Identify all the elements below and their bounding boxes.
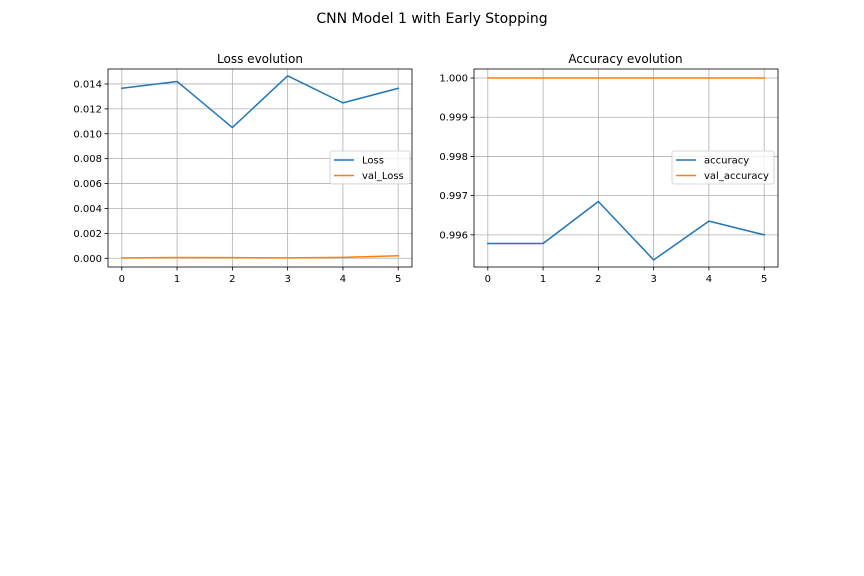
accuracy-ytick-label: 0.998 — [439, 152, 468, 163]
accuracy-subplot: Accuracy evolution 0 1 2 3 4 5 0.996 0.997 0.998… — [439, 52, 779, 285]
loss-subplot: Loss evolution 0 1 2 3 4 5 0.000 0.002 0.004 0.00… — [73, 52, 413, 285]
accuracy-xtick-label: 1 — [540, 274, 546, 285]
accuracy-xtick-label: 0 — [485, 274, 491, 285]
accuracy-legend-box — [671, 150, 775, 185]
loss-xtick-label: 2 — [229, 274, 235, 285]
accuracy-ytick-label: 0.996 — [439, 230, 468, 241]
loss-legend-label: val_Loss — [362, 171, 404, 182]
loss-xtick-label: 5 — [395, 274, 401, 285]
figure-suptitle: CNN Model 1 with Early Stopping — [316, 11, 547, 27]
loss-ytick-label: 0.014 — [73, 79, 102, 90]
accuracy-ytick-label: 0.999 — [439, 113, 468, 124]
loss-series-line-Loss — [120, 75, 400, 129]
accuracy-axes-frame — [473, 68, 779, 268]
loss-ytick-label: 0.002 — [73, 229, 102, 240]
loss-xtick-label: 1 — [174, 274, 180, 285]
loss-series-line-val_Loss — [121, 255, 399, 259]
loss-ytick-label: 0.012 — [73, 104, 102, 115]
accuracy-legend-label: val_accuracy — [704, 171, 769, 182]
loss-legend-label: Loss — [362, 156, 384, 167]
loss-xtick-label: 3 — [284, 274, 290, 285]
accuracy-subplot-title: Accuracy evolution — [568, 52, 682, 66]
loss-ytick-label: 0.010 — [73, 129, 102, 140]
accuracy-ytick-label: 1.000 — [439, 74, 468, 85]
accuracy-xtick-label: 2 — [595, 274, 601, 285]
loss-ytick-label: 0.000 — [73, 254, 102, 265]
loss-subplot-title: Loss evolution — [217, 52, 303, 66]
accuracy-xtick-label: 3 — [650, 274, 656, 285]
loss-ytick-label: 0.006 — [73, 179, 102, 190]
accuracy-ytick-label: 0.997 — [439, 191, 468, 202]
loss-xtick-label: 4 — [340, 274, 346, 285]
accuracy-xtick-label: 4 — [706, 274, 712, 285]
loss-ytick-label: 0.008 — [73, 154, 102, 165]
loss-axes-frame — [107, 68, 413, 268]
loss-ytick-label: 0.004 — [73, 204, 102, 215]
loss-xtick-label: 0 — [119, 274, 125, 285]
accuracy-xtick-label: 5 — [761, 274, 767, 285]
accuracy-series-line-accuracy — [487, 200, 766, 261]
accuracy-legend-label: accuracy — [704, 156, 749, 167]
